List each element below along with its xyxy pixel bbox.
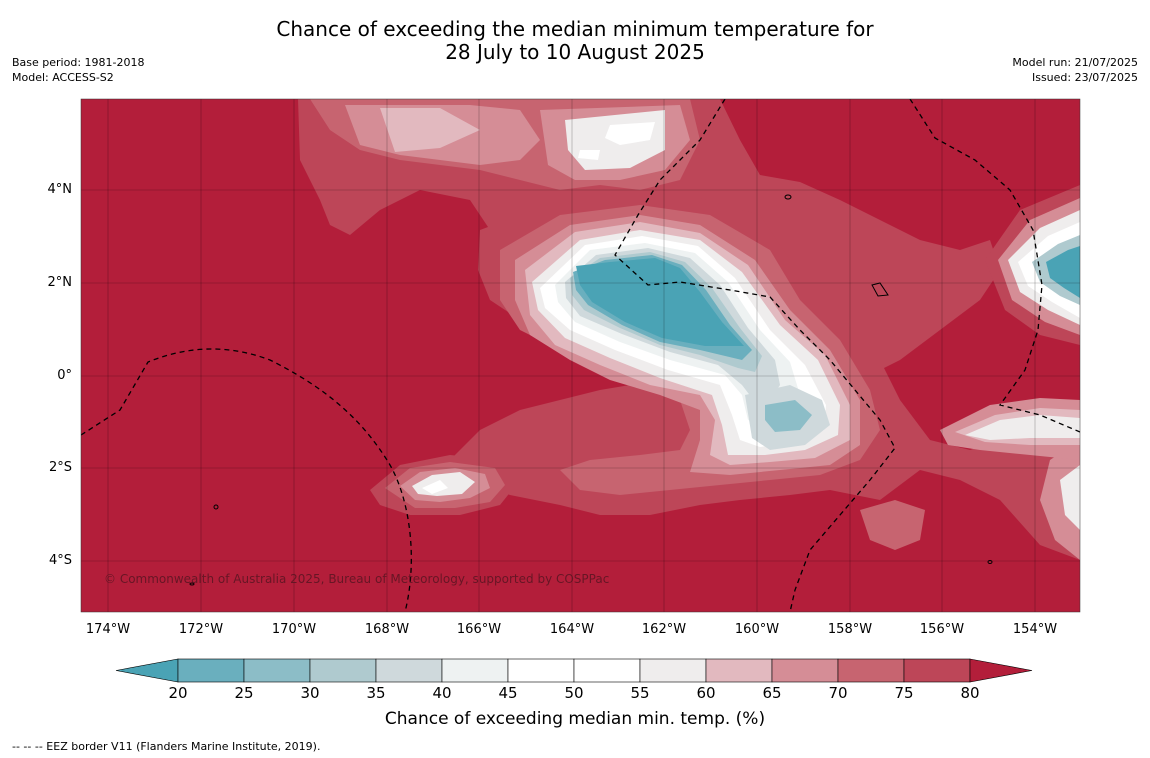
colorbar-segment xyxy=(705,658,773,683)
colorbar-segment xyxy=(375,658,443,683)
lon-label-164w: 164°W xyxy=(549,622,595,637)
colorbar-extend-low xyxy=(115,658,179,683)
colorbar-label: Chance of exceeding median min. temp. (%… xyxy=(384,709,766,729)
colorbar-tick: 55 xyxy=(630,684,650,702)
copyright-notice: © Commonwealth of Australia 2025, Bureau… xyxy=(104,572,610,586)
map-area xyxy=(81,99,1080,612)
islands xyxy=(189,194,993,586)
colorbar-segment xyxy=(573,658,641,683)
colorbar-tick: 70 xyxy=(828,684,848,702)
lat-label-4n: 4°N xyxy=(47,182,73,197)
model-run: Model run: 21/07/2025 xyxy=(1012,56,1138,69)
contour-region-southeast xyxy=(860,398,1080,560)
lon-label-162w: 162°W xyxy=(641,622,687,637)
colorbar xyxy=(115,658,1033,683)
lon-label-156w: 156°W xyxy=(919,622,965,637)
lon-label-172w: 172°W xyxy=(178,622,224,637)
colorbar-tick: 80 xyxy=(960,684,980,702)
base-period: Base period: 1981-2018 xyxy=(12,56,145,69)
lon-label-174w: 174°W xyxy=(85,622,131,637)
lon-label-160w: 160°W xyxy=(734,622,780,637)
map-canvas xyxy=(80,98,1081,683)
title-line-2: 28 July to 10 August 2025 xyxy=(445,40,705,64)
lon-label-168w: 168°W xyxy=(364,622,410,637)
eez-borders xyxy=(81,99,1080,612)
model-name: Model: ACCESS-S2 xyxy=(12,71,114,84)
graticule xyxy=(81,99,1080,612)
colorbar-tick: 65 xyxy=(762,684,782,702)
colorbar-segment xyxy=(441,658,509,683)
colorbar-tick: 45 xyxy=(498,684,518,702)
lat-label-2n: 2°N xyxy=(47,275,73,290)
colorbar-tick: 25 xyxy=(234,684,254,702)
lon-label-158w: 158°W xyxy=(827,622,873,637)
colorbar-segment xyxy=(903,658,971,683)
eez-legend-note: -- -- -- EEZ border V11 (Flanders Marine… xyxy=(12,740,321,753)
lat-label-2s: 2°S xyxy=(48,460,72,475)
lon-label-166w: 166°W xyxy=(456,622,502,637)
issued-date: Issued: 23/07/2025 xyxy=(1031,71,1138,84)
colorbar-segment xyxy=(639,658,707,683)
colorbar-tick: 30 xyxy=(300,684,320,702)
colorbar-tick: 60 xyxy=(696,684,716,702)
map-frame xyxy=(80,98,1081,613)
meta-left: Base period: 1981-2018 Model: ACCESS-S2 xyxy=(12,55,144,85)
colorbar-segment xyxy=(177,658,245,683)
colorbar-tick: 50 xyxy=(564,684,584,702)
lon-label-154w: 154°W xyxy=(1012,622,1058,637)
colorbar-segment xyxy=(507,658,575,683)
colorbar-segment xyxy=(837,658,905,683)
contour-region-central xyxy=(450,195,1080,560)
colorbar-tick: 35 xyxy=(366,684,386,702)
lon-label-170w: 170°W xyxy=(271,622,317,637)
colorbar-segment xyxy=(771,658,839,683)
colorbar-extend-high xyxy=(969,658,1033,683)
meta-right: Model run: 21/07/2025 Issued: 23/07/2025 xyxy=(1012,55,1138,85)
colorbar-tick: 75 xyxy=(894,684,914,702)
colorbar-tick: 40 xyxy=(432,684,452,702)
map-title: Chance of exceeding the median minimum t… xyxy=(0,18,1150,64)
lat-label-4s: 4°S xyxy=(48,553,72,568)
contour-region-northeast xyxy=(985,185,1080,345)
title-line-1: Chance of exceeding the median minimum t… xyxy=(276,17,874,41)
contour-region-southwest xyxy=(370,455,520,515)
lat-label-0: 0° xyxy=(57,368,72,383)
colorbar-segment xyxy=(309,658,377,683)
colorbar-tick: 20 xyxy=(168,684,188,702)
colorbar-segment xyxy=(243,658,311,683)
